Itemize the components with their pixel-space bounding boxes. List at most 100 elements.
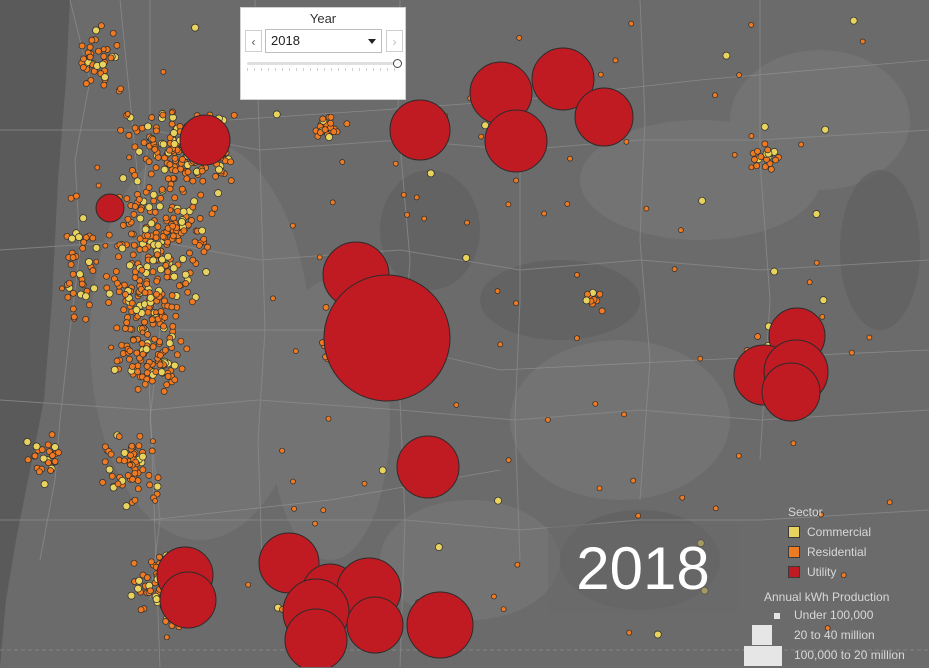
size-medium-icon [744,646,782,666]
residential-marker [86,53,94,61]
chevron-left-icon[interactable]: ‹ [245,30,262,52]
residential-marker [36,468,43,476]
commercial-marker [426,169,435,178]
residential-marker [122,291,129,298]
residential-marker [55,449,62,456]
residential-marker [171,194,179,202]
residential-marker [31,452,39,460]
legend-item-commercial[interactable]: Commercial [788,522,871,542]
residential-marker [148,558,155,566]
residential-marker [73,192,80,200]
residential-marker [160,69,167,75]
residential-marker [154,223,162,231]
residential-marker [134,477,142,484]
residential-marker [866,334,873,341]
residential-marker [626,629,633,636]
year-slider-track[interactable] [247,62,397,65]
residential-marker [178,185,186,193]
residential-marker [169,323,177,330]
commercial-marker [99,60,107,69]
residential-marker [151,208,159,216]
commercial-marker [75,233,83,241]
residential-marker [697,355,704,362]
legend-label-commercial: Commercial [807,525,872,539]
residential-marker [612,57,619,64]
residential-marker [158,186,166,193]
residential-marker [200,235,208,243]
residential-marker [623,138,630,145]
residential-marker [131,143,139,151]
utility-marker [95,193,125,223]
residential-marker [182,280,190,287]
year-dropdown[interactable]: 2018 [265,29,382,53]
residential-marker [195,242,203,249]
residential-marker [141,289,149,296]
residential-marker [131,274,139,281]
residential-marker [120,306,128,314]
residential-marker [173,351,181,359]
residential-marker [819,313,826,320]
residential-marker [678,227,684,233]
residential-marker [101,458,109,466]
commercial-marker [378,466,387,475]
commercial-marker [202,268,211,276]
residential-marker [82,315,90,323]
residential-marker [112,268,120,275]
residential-marker [198,167,206,175]
residential-marker [59,285,65,292]
chevron-right-icon[interactable]: › [386,30,403,52]
commercial-marker [32,442,41,451]
residential-marker [316,129,324,136]
residential-marker [764,146,772,154]
year-slider-thumb[interactable] [393,59,402,68]
residential-marker [292,348,299,354]
year-dropdown-value: 2018 [271,33,300,48]
residential-marker [840,572,847,579]
size-legend-label-small: Under 100,000 [794,608,874,622]
residential-marker [140,139,148,146]
residential-marker [141,380,149,388]
residential-marker [150,197,158,205]
year-filter-panel: Year ‹ 2018 › [241,8,405,99]
residential-marker [129,251,137,259]
residential-marker [178,365,186,373]
residential-marker [130,211,138,218]
size-legend-item-large: 20 to 40 million [752,625,905,648]
legend-label-residential: Residential [807,545,867,559]
residential-marker [211,205,219,212]
commercial-marker [170,129,178,137]
residential-marker [183,345,191,353]
utility-swatch [788,566,800,578]
residential-marker [86,43,94,51]
residential-marker [189,177,197,185]
residential-marker [137,206,145,214]
residential-marker [859,38,866,45]
residential-marker [113,42,121,49]
residential-marker [186,249,193,257]
residential-marker [179,156,186,163]
year-slider-ticks [247,68,397,71]
residential-marker [130,559,138,567]
residential-marker [164,238,171,246]
residential-marker [327,113,335,121]
residential-marker [152,497,158,504]
residential-marker [156,361,164,369]
residential-marker [162,214,170,222]
residential-marker [171,155,179,162]
commercial-marker [136,214,145,223]
legend-item-residential[interactable]: Residential [788,542,871,562]
residential-marker [848,349,855,356]
residential-marker [121,281,128,289]
residential-marker [180,227,188,235]
commercial-marker [133,177,142,186]
commercial-marker [135,576,143,585]
ocean-area [0,0,70,667]
residential-marker [64,293,72,301]
residential-marker [172,312,180,320]
legend-item-utility[interactable]: Utility [788,562,871,582]
residential-marker [87,76,95,84]
residential-marker [95,47,102,55]
residential-marker [131,496,139,504]
residential-marker [824,625,831,631]
